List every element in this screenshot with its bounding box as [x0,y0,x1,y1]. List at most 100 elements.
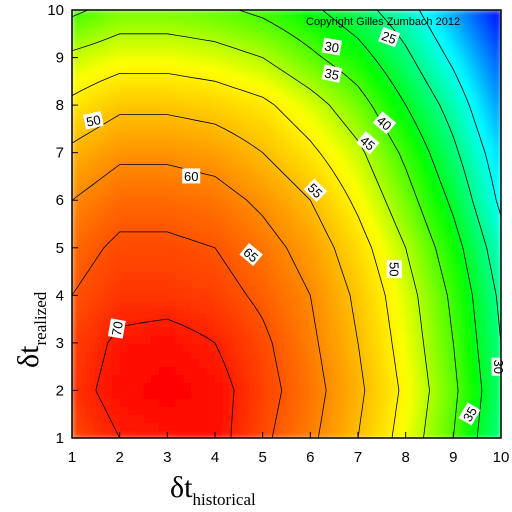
heat-cell [72,382,81,392]
heat-cell [318,398,327,407]
heat-cell [135,263,145,273]
heat-cell [437,168,447,178]
heat-cell [461,17,470,27]
heat-cell [238,152,248,162]
heat-cell [358,390,367,400]
heat-cell [246,33,256,43]
heat-cell [151,128,161,138]
heat-cell [151,81,161,90]
heat-cell [151,57,161,67]
heat-cell [461,295,470,304]
heat-cell [310,208,319,217]
heat-cell [103,128,113,138]
heat-cell [373,184,383,193]
heat-cell [429,350,439,360]
heat-cell [175,57,184,67]
heat-cell [485,73,494,83]
heat-cell [79,200,89,209]
heat-cell [111,144,121,154]
heat-cell [485,263,494,273]
heat-cell [183,144,192,154]
heat-cell [294,430,304,438]
heat-cell [381,382,391,392]
heat-cell [167,57,176,67]
heat-cell [437,89,447,98]
heat-cell [270,334,280,344]
heat-cell [326,208,335,217]
heat-cell [215,374,224,384]
heat-cell [143,33,153,43]
heat-cell [254,136,264,146]
heat-cell [79,239,89,249]
heat-cell [230,105,240,114]
heat-cell [437,255,447,265]
heat-cell [207,216,216,225]
heat-cell [87,263,97,273]
heat-cell [294,105,304,114]
heat-cell [159,231,169,241]
heat-cell [175,65,184,75]
heat-cell [350,208,359,217]
x-tick-label: 8 [401,449,409,466]
heat-cell [453,41,462,51]
heat-cell [183,184,192,193]
heat-cell [429,216,439,225]
heat-cell [230,334,240,344]
heat-cell [477,231,486,241]
heat-cell [397,247,407,257]
heat-cell [421,350,431,360]
heat-cell [365,89,375,98]
heat-cell [262,414,272,423]
heat-cell [111,303,121,312]
heat-cell [230,10,240,19]
heat-cell [246,105,256,114]
heat-cell [342,342,351,352]
heat-cell [246,319,256,328]
heat-cell [238,319,248,328]
heat-cell [215,430,224,438]
heat-cell [95,406,105,415]
heat-cell [262,65,272,75]
heat-cell [461,168,470,178]
heat-cell [238,81,248,90]
heat-cell [453,81,462,90]
heat-cell [413,65,423,75]
heat-cell [238,414,248,423]
heat-cell [437,406,447,415]
heat-cell [493,208,501,217]
heat-cell [326,200,335,209]
heat-cell [175,319,184,328]
heat-cell [151,279,161,289]
heat-cell [405,184,415,193]
contour-label-text: 50 [85,112,102,130]
heat-cell [453,255,462,265]
heat-cell [199,208,208,217]
heat-cell [429,33,439,43]
heat-cell [485,311,494,320]
heat-cell [254,176,264,186]
heat-cell [421,398,431,407]
heat-cell [135,113,145,122]
heat-cell [175,144,184,154]
heat-cell [222,97,232,106]
heat-cell [215,144,224,154]
heat-cell [373,65,383,75]
heat-cell [151,216,161,225]
heat-cell [246,406,256,415]
heat-cell [222,17,232,27]
heat-cell [119,120,129,130]
heat-cell [397,406,407,415]
heat-cell [95,216,105,225]
heat-cell [373,279,383,289]
heat-cell [79,382,89,392]
heat-cell [111,247,121,257]
heat-cell [485,192,494,201]
heat-cell [72,271,81,281]
heat-cell [469,263,478,273]
heat-cell [207,128,216,138]
heat-cell [310,398,319,407]
heat-cell [461,319,470,328]
heat-cell [238,366,248,376]
heat-cell [485,113,494,122]
heat-cell [262,17,272,27]
